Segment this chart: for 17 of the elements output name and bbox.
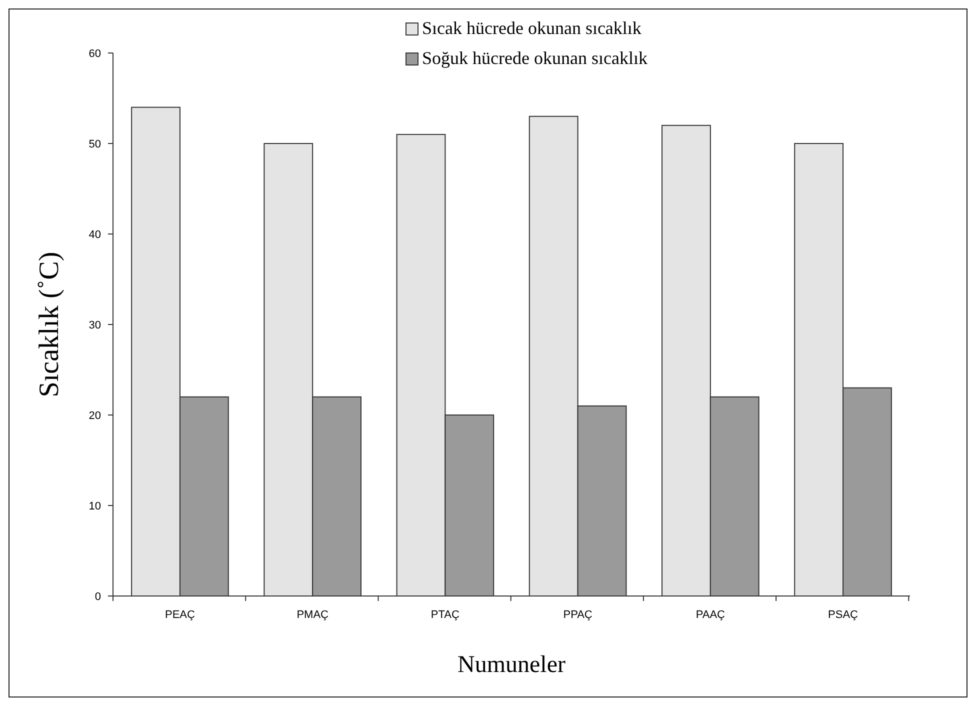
x-tick-label: PPAÇ <box>563 609 592 621</box>
y-tick-label: 40 <box>88 228 101 241</box>
y-tick-label: 10 <box>88 500 101 512</box>
y-tick-label: 0 <box>94 590 101 603</box>
x-tick-label: PMAÇ <box>296 609 329 621</box>
x-tick-label: PSAÇ <box>828 609 858 621</box>
legend-label: Soğuk hücrede okunan sıcaklık <box>422 48 648 68</box>
y-tick-label: 20 <box>88 410 101 422</box>
y-axis-title: Sıcaklık (˚C) <box>34 252 65 398</box>
y-tick-label: 60 <box>88 48 101 60</box>
x-axis-title: Numuneler <box>458 652 566 678</box>
y-tick-label: 30 <box>88 319 101 332</box>
legend-label: Sıcak hücrede okunan sıcaklık <box>422 18 642 38</box>
x-tick-label: PTAÇ <box>430 609 460 621</box>
x-tick-label: PEAÇ <box>164 609 195 621</box>
x-tick-label: PAAÇ <box>696 609 726 621</box>
y-tick-label: 50 <box>88 138 101 150</box>
